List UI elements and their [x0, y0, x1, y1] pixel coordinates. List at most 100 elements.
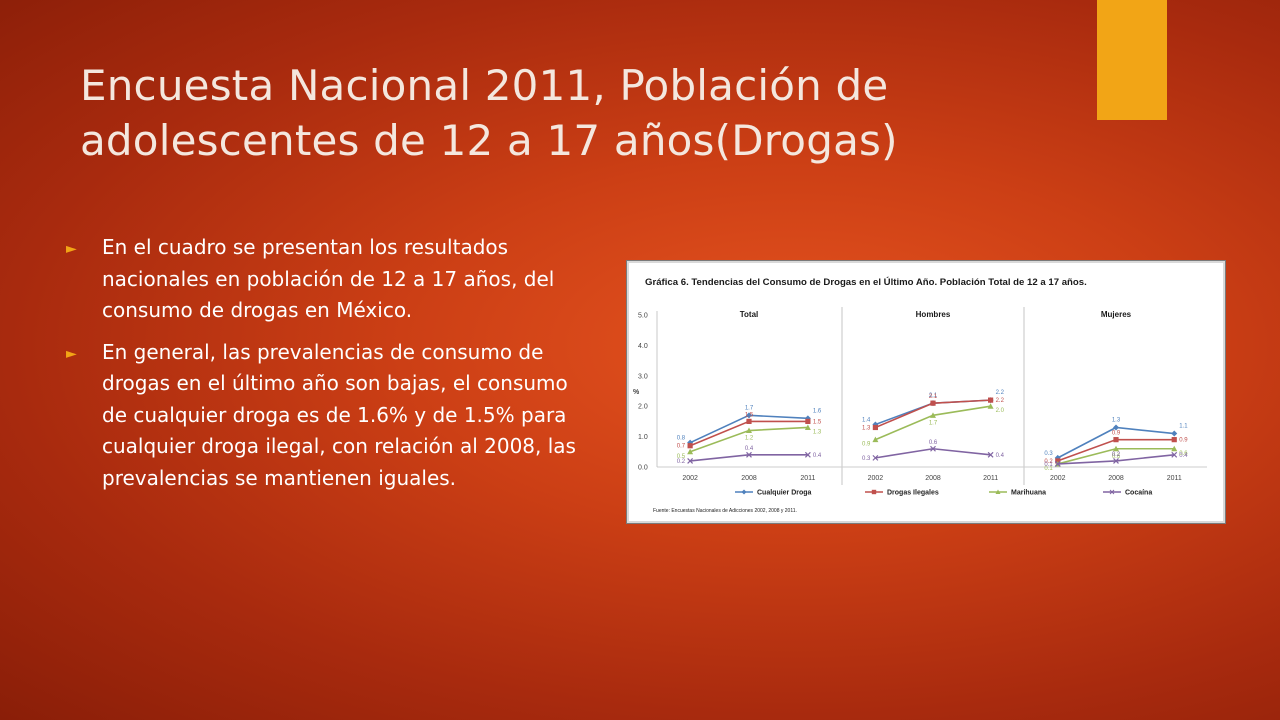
data-label: 0.9 [1179, 438, 1188, 444]
data-label: 0.2 [1044, 459, 1053, 465]
data-label: 1.7 [929, 420, 938, 426]
chart-title: Gráfica 6. Tendencias del Consumo de Dro… [645, 276, 1087, 288]
data-label: 1.5 [813, 419, 822, 425]
legend-marker [871, 489, 877, 495]
y-tick-label: 2.0 [638, 404, 648, 411]
drug-trends-chart: Gráfica 6. Tendencias del Consumo de Dro… [633, 276, 1207, 514]
source-note: Fuente: Encuestas Nacionales de Adiccion… [653, 508, 797, 514]
x-tick-label: 2008 [741, 475, 757, 482]
legend-marker [741, 489, 747, 495]
title-line-2: adolescentes de 12 a 17 años(Drogas) [80, 116, 898, 165]
data-label: 2.2 [996, 390, 1005, 396]
accent-bar [1097, 0, 1167, 120]
data-label: 1.6 [813, 408, 822, 414]
data-label: 0.6 [929, 440, 938, 446]
data-point [872, 436, 879, 443]
data-label: 0.9 [1112, 431, 1121, 437]
y-tick-label: 4.0 [638, 343, 648, 350]
data-point [872, 424, 878, 431]
data-label: 2.1 [929, 394, 938, 400]
legend-label: Cualquier Droga [757, 490, 812, 497]
title-line-1: Encuesta Nacional 2011, Población de [80, 61, 889, 110]
data-label: 0.7 [677, 444, 686, 450]
data-label: 0.5 [677, 454, 686, 460]
panel-title: Hombres [916, 310, 951, 319]
y-tick-label: 0.0 [638, 465, 648, 472]
data-point [987, 403, 994, 409]
data-point [1171, 437, 1177, 443]
data-label: 0.4 [813, 453, 822, 459]
chart-image: Gráfica 6. Tendencias del Consumo de Dro… [626, 260, 1226, 524]
data-point [805, 418, 811, 424]
series-line [875, 447, 991, 459]
data-point [746, 451, 752, 458]
panel-title: Total [740, 310, 759, 319]
legend-marker [1109, 489, 1115, 495]
data-point [1113, 437, 1119, 443]
data-point [1054, 461, 1061, 467]
data-label: 1.5 [745, 412, 754, 418]
data-point [746, 418, 752, 424]
x-tick-label: 2008 [925, 475, 941, 482]
data-label: 1.3 [1112, 417, 1121, 423]
data-point [987, 451, 994, 458]
y-tick-label: 1.0 [638, 434, 648, 441]
data-label: 0.2 [1112, 452, 1121, 458]
data-label: 2.1 [929, 393, 938, 399]
data-point [1171, 445, 1178, 452]
y-tick-label: 5.0 [638, 313, 648, 320]
data-point [1113, 424, 1119, 431]
data-label: 0.3 [862, 456, 871, 462]
data-point [1171, 430, 1178, 437]
bullet-text: En el cuadro se presentan los resultados… [102, 235, 555, 322]
data-label: 0.4 [745, 446, 754, 452]
y-axis-label: % [633, 389, 640, 396]
data-point [930, 412, 936, 418]
data-label: 0.4 [996, 453, 1005, 459]
panel-title: Mujeres [1101, 310, 1132, 319]
data-point [1171, 451, 1178, 458]
series-line [690, 454, 808, 462]
data-point [930, 400, 936, 406]
x-tick-label: 2011 [800, 475, 815, 482]
data-point [746, 427, 752, 434]
bullet-item: ► En el cuadro se presentan los resultad… [66, 232, 586, 327]
data-point [930, 445, 936, 452]
legend-label: Drogas Ilegales [887, 490, 939, 497]
series-line [689, 420, 808, 447]
y-tick-label: 3.0 [638, 373, 648, 380]
triangle-bullet-icon: ► [66, 241, 77, 257]
data-point [687, 457, 694, 464]
bullet-list: ► En el cuadro se presentan los resultad… [66, 232, 586, 504]
data-label: 0.6 [1179, 451, 1188, 457]
data-point [804, 424, 811, 430]
legend-label: Marihuana [1011, 490, 1046, 497]
data-point [687, 448, 694, 455]
bullet-text: En general, las prevalencias de consumo … [102, 339, 576, 490]
data-point [804, 451, 811, 458]
data-label: 1.7 [745, 405, 754, 411]
x-tick-label: 2002 [868, 475, 884, 482]
data-point [687, 443, 693, 449]
data-point [988, 397, 994, 403]
data-label: 0.2 [677, 459, 686, 465]
data-label: 0.4 [1179, 453, 1188, 459]
x-tick-label: 2011 [1167, 475, 1182, 482]
data-label: 0.8 [677, 436, 686, 442]
data-label: 0.1 [1044, 462, 1053, 468]
data-point [1113, 445, 1119, 452]
bullet-item: ► En general, las prevalencias de consum… [66, 337, 586, 495]
triangle-bullet-icon: ► [66, 345, 77, 362]
legend-marker [995, 489, 1001, 494]
data-label: 1.2 [745, 436, 754, 442]
data-label: 1.3 [813, 429, 822, 435]
legend-label: Cocaína [1125, 490, 1152, 497]
x-tick-label: 2002 [1050, 475, 1066, 482]
data-label: 1.1 [1179, 424, 1188, 430]
data-label: 2.0 [996, 408, 1005, 414]
data-label: 1.3 [862, 425, 871, 431]
data-point [1113, 457, 1119, 464]
data-label: 0.6 [1112, 454, 1121, 460]
data-point [746, 412, 752, 419]
data-label: 0.3 [1044, 451, 1053, 457]
